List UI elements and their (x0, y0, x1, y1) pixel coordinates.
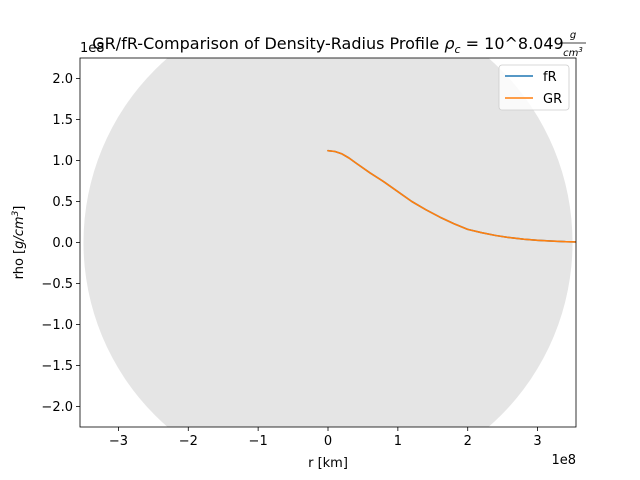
chart-title-rho-sub: c (455, 43, 461, 56)
legend-label-fr: fR (543, 70, 557, 85)
chart-title-value: = 10^8.049 (461, 34, 564, 53)
legend-label-gr: GR (543, 92, 562, 107)
x-axis: −3 −2 −1 0 1 2 3 (109, 427, 542, 449)
x-tick-label: 2 (464, 434, 472, 449)
background-disk (83, 58, 573, 427)
y-tick-label: 1.5 (52, 113, 73, 128)
y-axis: −2.0 −1.5 −1.0 −0.5 0.0 0.5 1.0 1.5 2.0 (41, 72, 80, 415)
x-axis-label: r [km] (308, 456, 348, 471)
x-tick-label: −1 (249, 434, 268, 449)
y-axis-label-exp: 3 (11, 210, 21, 216)
plot-area (83, 58, 576, 427)
y-offset-label: 1e8 (80, 41, 105, 56)
chart-title-frac-den-exp: 3 (578, 46, 582, 54)
y-axis-label: rho [g/cm3] (11, 206, 27, 280)
y-tick-label: −1.0 (41, 318, 73, 333)
chart-title-main: GR/fR-Comparison of Density-Radius Profi… (92, 34, 444, 53)
x-offset-label: 1e8 (551, 453, 576, 468)
y-axis-label-prefix: rho [ (12, 249, 27, 280)
chart-title-frac-den-base: cm (563, 48, 578, 59)
y-tick-label: 0.5 (52, 195, 73, 210)
x-tick-label: −3 (109, 434, 128, 449)
series-line-gr (327, 149, 576, 243)
y-tick-label: −1.5 (41, 359, 73, 374)
chart-title-rho: ρ (444, 34, 454, 53)
y-axis-label-suffix: ] (12, 206, 27, 211)
x-tick-label: 0 (324, 434, 332, 449)
y-tick-label: −0.5 (41, 277, 73, 292)
y-tick-label: 1.0 (52, 154, 73, 169)
series-layer (327, 149, 576, 243)
x-tick-label: −2 (179, 434, 198, 449)
y-axis-label-unit: g/cm (12, 216, 27, 248)
chart-title-frac-numerator: g (570, 30, 576, 41)
y-tick-label: 2.0 (52, 72, 73, 87)
x-tick-label: 3 (533, 434, 541, 449)
y-tick-label: 0.0 (52, 236, 73, 251)
y-tick-label: −2.0 (41, 400, 73, 415)
legend: fR GR (498, 64, 570, 111)
chart-title-frac-denominator: cm3 (563, 46, 583, 59)
chart-title: GR/fR-Comparison of Density-Radius Profi… (92, 34, 563, 56)
x-tick-label: 1 (394, 434, 402, 449)
